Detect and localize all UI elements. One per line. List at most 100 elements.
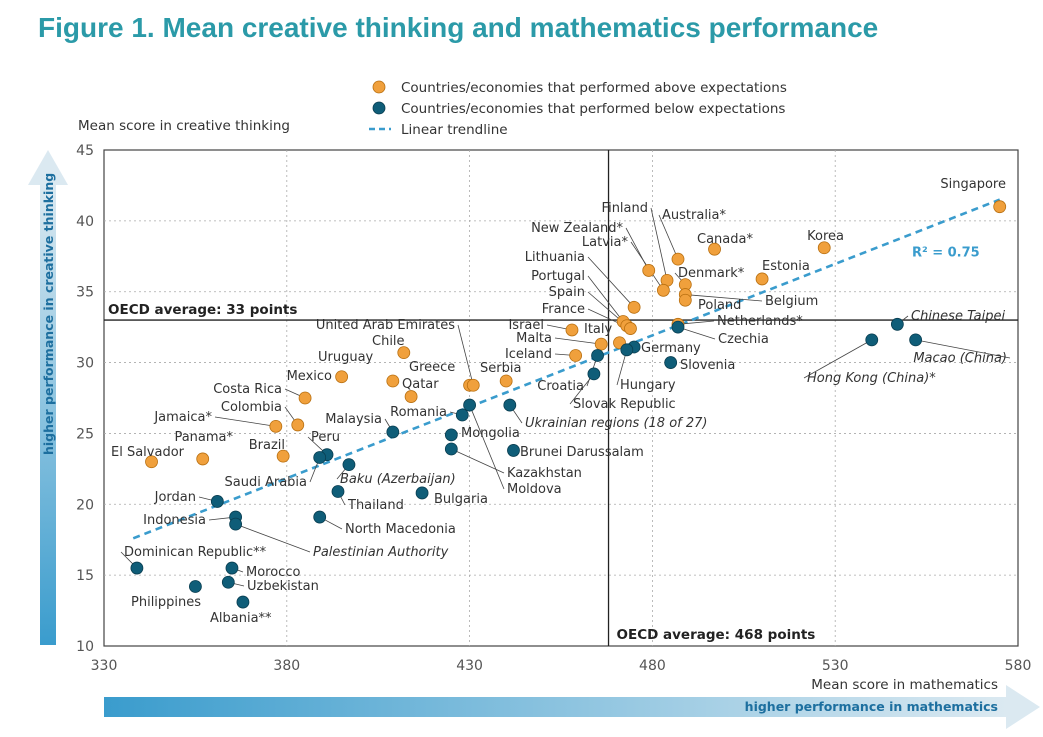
leader-portugal [587,275,624,322]
point-costa-rica [298,391,312,405]
label-slovak-republic: Slovak Republic [573,397,676,412]
y-arrow-label: higher performance in creative thinking [41,173,56,455]
point-estonia [755,272,769,286]
leader-kazakhstan [451,448,505,474]
point-singapore [993,200,1007,214]
label-ukrainian-regions-18-of-27: Ukrainian regions (18 of 27) [525,416,707,431]
label-denmark: Denmark* [678,266,745,281]
label-germany: Germany [641,341,701,356]
oecd-ct-label: OECD average: 33 points [108,302,297,318]
label-saudi-arabia: Saudi Arabia [225,475,308,490]
point-saudi-arabia [313,451,327,464]
point-korea [817,241,831,255]
label-romania: Romania [390,405,447,420]
y-tick-label: 45 [76,143,94,159]
x-arrow: higher performance in mathematics [104,685,1040,729]
point-palestinian-authority [229,517,243,531]
grid [103,149,1019,647]
point-malta [594,337,608,351]
point-hong-kong-china [865,333,879,347]
label-philippines: Philippines [131,595,201,610]
reference-lines: OECD average: 468 points OECD average: 33… [104,150,1018,646]
legend-above-marker [372,80,386,94]
label-singapore: Singapore [940,177,1006,192]
legend: Countries/economies that performed above… [369,80,787,138]
point-brunei-darussalam [507,444,520,457]
point-uzbekistan [221,575,235,589]
leader-malta [554,337,602,345]
point-slovenia [664,356,678,369]
x-tick-label: 580 [1005,658,1032,674]
leader-macao-china [915,339,1011,359]
leader-czechia [677,326,716,340]
chart-title: Figure 1. Mean creative thinking and mat… [38,12,879,43]
trendline: R² = 0.75 [132,198,1001,540]
label-finland: Finland [602,201,648,216]
legend-above-label: Countries/economies that performed above… [401,80,787,96]
label-united-arab-emirates: United Arab Emirates [316,318,455,333]
label-moldova: Moldova [507,482,562,497]
point-australia [671,252,685,266]
label-netherlands: Netherlands* [717,314,803,329]
point-kazakhstan [444,442,458,456]
label-macao-china: Macao (China) [913,351,1007,366]
point-united-arab-emirates [466,378,480,392]
leader-belgium [685,294,763,302]
point-colombia [291,418,305,432]
x-axis-label: Mean score in mathematics [811,677,998,693]
point-lithuania [627,300,641,314]
label-colombia: Colombia [221,400,282,415]
point-baku-azerbaijan [342,458,356,472]
point-jamaica [269,419,283,433]
point-macao-china [909,333,923,347]
label-peru: Peru [311,430,340,445]
point-france [624,322,637,335]
label-malaysia: Malaysia [325,412,382,427]
label-bulgaria: Bulgaria [434,492,488,507]
point-chinese-taipei [890,317,904,331]
point-dominican-republic [130,561,144,575]
label-albania: Albania** [210,611,272,626]
plot-frame [103,149,1019,647]
label-estonia: Estonia [762,259,810,274]
x-arrow-label: higher performance in mathematics [745,699,998,714]
y-tick-label: 20 [76,497,94,513]
label-thailand: Thailand [347,498,404,513]
leader-palestinian-authority [235,523,311,553]
label-uzbekistan: Uzbekistan [247,579,319,594]
label-malta: Malta [516,331,552,346]
label-israel: Israel [508,318,544,333]
label-morocco: Morocco [246,565,300,580]
label-baku-azerbaijan: Baku (Azerbaijan) [340,472,456,487]
label-indonesia: Indonesia [143,513,206,528]
y-tick-label: 35 [76,285,94,301]
point-croatia [591,349,604,362]
y-tick-label: 25 [76,426,94,442]
point-hungary [620,343,634,357]
point-chile [397,346,411,360]
point-albania [236,595,250,609]
point-mexico [335,370,349,384]
point-moldova [463,398,477,412]
data-points [130,200,1007,609]
legend-trend-label: Linear trendline [401,122,508,138]
leader-lithuania [587,256,635,308]
label-dominican-republic: Dominican Republic** [124,545,267,560]
label-jordan: Jordan [154,490,196,505]
label-belgium: Belgium [765,294,818,309]
label-lithuania: Lithuania [525,250,585,265]
label-palestinian-authority: Palestinian Authority [313,545,449,560]
point-mongolia [444,428,458,442]
point-canada [708,242,721,256]
oecd-math-label: OECD average: 468 points [617,627,816,643]
label-poland: Poland [698,298,741,313]
label-czechia: Czechia [718,332,769,347]
label-jamaica: Jamaica* [153,410,212,425]
label-hungary: Hungary [620,378,676,393]
label-uruguay: Uruguay [318,350,374,365]
label-latvia: Latvia* [582,235,629,250]
point-latvia [656,283,670,297]
label-chinese-taipei: Chinese Taipei [911,309,1005,324]
label-australia: Australia* [662,208,727,223]
point-romania [455,408,469,422]
